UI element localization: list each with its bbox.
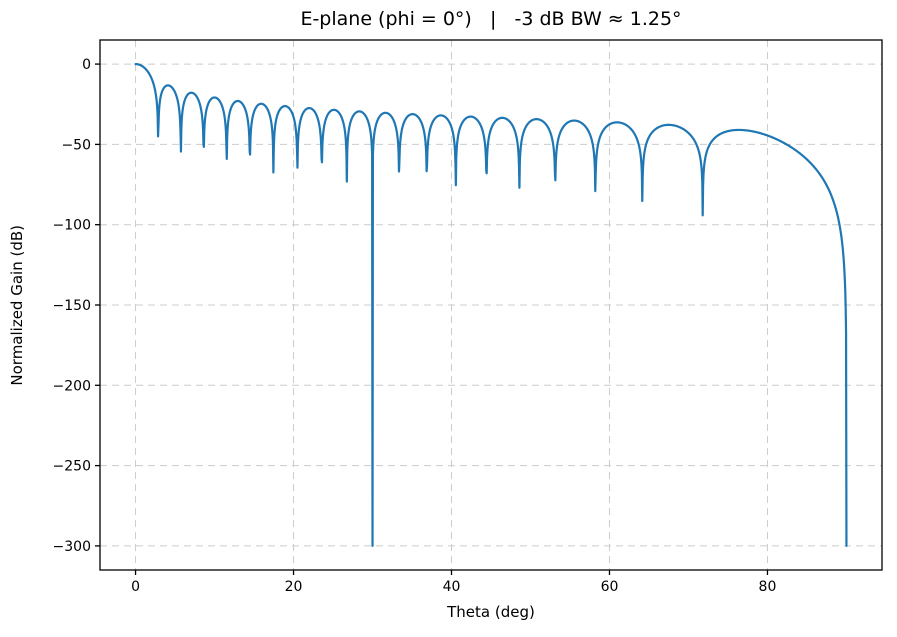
y-tick-label: −250 bbox=[53, 459, 91, 475]
x-tick-label: 80 bbox=[759, 579, 777, 595]
y-tick-label: −100 bbox=[53, 218, 91, 234]
gain-curve bbox=[134, 62, 848, 548]
x-tick-label: 40 bbox=[443, 579, 461, 595]
y-tick-label: −300 bbox=[53, 539, 91, 555]
y-tick-label: −50 bbox=[61, 137, 91, 153]
x-axis-label: Theta (deg) bbox=[447, 603, 535, 621]
y-tick-label: 0 bbox=[82, 57, 91, 73]
chart-title: E-plane (phi = 0°) | -3 dB BW ≈ 1.25° bbox=[300, 8, 682, 30]
x-tick-label: 0 bbox=[131, 579, 140, 595]
y-tick-label: −200 bbox=[53, 378, 91, 394]
y-tick-label: −150 bbox=[53, 298, 91, 314]
x-tick-label: 60 bbox=[601, 579, 619, 595]
x-tick-label: 20 bbox=[285, 579, 303, 595]
